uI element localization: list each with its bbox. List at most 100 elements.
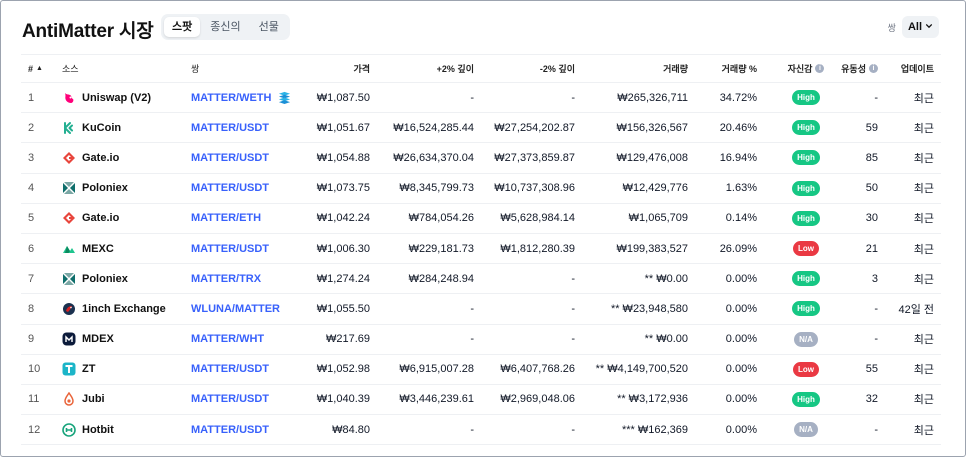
pair-filter-dropdown[interactable]: All [901,16,939,38]
chevron-down-icon [925,21,933,33]
source-name: Uniswap (V2) [82,91,152,104]
plus2-depth-cell: - [470,91,474,104]
tab-spot[interactable]: 스팟 [164,17,201,37]
pair-name: MATTER/USDT [191,393,270,406]
confidence-cell: Low [781,234,831,263]
pair-link[interactable]: MATTER/USDT [191,355,301,384]
table-row: 1 Uniswap (V2) MATTER/WETH ₩1,087.50 - -… [21,83,941,114]
table-row: 2 KuCoin MATTER/USDT ₩1,051.67 ₩16,524,2… [21,113,941,144]
table-row: 5 Gate.io MATTER/ETH ₩1,042.24 ₩784,054.… [21,204,941,234]
confidence-badge: N/A [794,422,818,438]
markets-table: # ▲ 소스 쌍 가격 +2% 깊이 -2% 깊이 거래량 거래량 % 자신감 i … [21,54,941,446]
page-title: AntiMatter 시장 [22,21,154,42]
updated-cell: 최근 [913,243,934,256]
pair-link[interactable]: MATTER/USDT [191,415,301,444]
minus2-depth-cell: ₩6,407,768.26 [500,363,575,376]
col-minus2-header[interactable]: -2% 깊이 [539,64,575,74]
mexc-icon [62,242,76,256]
pair-link[interactable]: MATTER/USDT [191,234,301,263]
pair-link[interactable]: MATTER/WHT [191,325,301,354]
confidence-cell: High [781,113,831,142]
volume-cell: ₩129,476,008 [616,151,688,164]
updated-cell: 최근 [913,334,934,347]
source-name: Poloniex [82,182,128,195]
confidence-badge: High [792,180,820,196]
source-cell[interactable]: Hotbit [62,415,192,444]
updated-cell: 최근 [913,364,934,377]
pair-link[interactable]: MATTER/TRX [191,264,301,293]
source-name: MDEX [82,333,114,346]
updated-cell: 최근 [913,424,934,437]
pair-link[interactable]: MATTER/USDT [191,385,301,414]
liquidity-cell: 55 [865,363,878,376]
volume-cell: ₩199,383,527 [616,242,688,255]
confidence-badge: N/A [794,331,818,347]
source-cell[interactable]: MEXC [62,234,192,263]
tab-perpetual[interactable]: 종신의 [210,21,241,33]
source-name: 1inch Exchange [82,302,166,315]
source-cell[interactable]: ZT [62,355,192,384]
source-cell[interactable]: Gate.io [62,204,192,233]
rank-cell: 12 [28,423,41,436]
liquidity-cell: - [874,423,878,436]
table-row: 11 Jubi MATTER/USDT ₩1,040.39 ₩3,446,239… [21,385,941,416]
source-name: Jubi [82,393,105,406]
plus2-depth-cell: ₩229,181.73 [408,242,474,255]
rank-cell: 2 [28,121,35,134]
col-volume-pct-header[interactable]: 거래량 % [721,64,757,74]
source-name: KuCoin [82,121,122,134]
price-cell: ₩1,040.39 [316,393,370,406]
col-price-header[interactable]: 가격 [353,64,370,74]
minus2-depth-cell: ₩1,812,280.39 [500,242,575,255]
liquidity-cell: 59 [865,121,878,134]
rank-cell: 1 [28,91,35,104]
volume-pct-cell: 0.00% [725,363,757,376]
col-rank-header[interactable]: # ▲ [28,55,58,82]
plus2-depth-cell: ₩284,248.94 [408,272,474,285]
updated-cell: 최근 [913,183,934,196]
jubi-icon [62,392,76,407]
source-cell[interactable]: Jubi [62,385,192,414]
source-cell[interactable]: Poloniex [62,264,192,293]
pair-name: MATTER/ETH [191,212,262,225]
pair-link[interactable]: MATTER/WETH [191,83,301,112]
pair-link[interactable]: MATTER/USDT [191,174,301,203]
pair-name: MATTER/USDT [191,242,270,255]
col-plus2-header[interactable]: +2% 깊이 [436,64,474,74]
poloniex-icon [62,272,76,286]
source-cell[interactable]: Gate.io [62,143,192,172]
info-icon[interactable]: i [815,64,825,73]
tab-futures[interactable]: 선물 [258,21,279,33]
source-cell[interactable]: MDEX [62,325,192,354]
updated-cell: 최근 [913,273,934,286]
rank-cell: 3 [28,151,35,164]
table-row: 12 Hotbit MATTER/USDT ₩84.80 - - *** ₩16… [21,415,941,446]
confidence-badge: High [792,391,820,407]
minus2-depth-cell: - [571,302,575,315]
volume-pct-cell: 26.09% [719,242,757,255]
col-liquidity-header[interactable]: 유동성 i [808,55,878,82]
confidence-cell: High [781,385,831,414]
volume-pct-cell: 0.00% [725,423,757,436]
info-icon[interactable]: i [869,64,878,73]
price-cell: ₩1,054.88 [316,151,370,164]
source-cell[interactable]: 1inch Exchange [62,294,192,323]
rank-cell: 10 [28,363,41,376]
volume-cell: ** ₩3,172,936 [617,393,688,406]
pair-link[interactable]: MATTER/ETH [191,204,301,233]
pair-link[interactable]: WLUNA/MATTER [191,294,301,323]
source-cell[interactable]: KuCoin [62,113,192,142]
swap-icon [277,91,291,105]
col-confidence-header[interactable]: 자신감 i [781,55,831,82]
source-cell[interactable]: Uniswap (V2) [62,83,192,112]
confidence-badge: Low [793,241,819,257]
pair-link[interactable]: MATTER/USDT [191,113,301,142]
pair-link[interactable]: MATTER/USDT [191,143,301,172]
minus2-depth-cell: - [571,272,575,285]
liquidity-cell: 3 [871,272,878,285]
updated-cell: 최근 [913,122,934,135]
volume-cell: ** ₩0.00 [644,333,688,346]
source-cell[interactable]: Poloniex [62,174,192,203]
volume-pct-cell: 34.72% [719,91,757,104]
col-volume-header[interactable]: 거래량 [663,64,688,74]
